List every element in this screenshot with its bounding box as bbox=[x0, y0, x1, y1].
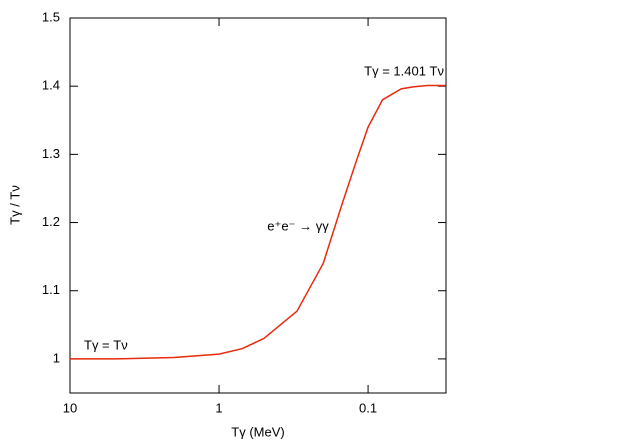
annotation: Tγ = Tν bbox=[84, 337, 128, 352]
y-tick-label: 1.1 bbox=[42, 282, 60, 297]
plot-frame bbox=[69, 17, 447, 394]
x-tick-label: 1 bbox=[215, 400, 222, 415]
y-tick-label: 1 bbox=[53, 350, 60, 365]
annotation: Tγ = 1.401 Tν bbox=[364, 63, 444, 78]
y-tick-label: 1.5 bbox=[42, 9, 60, 24]
y-tick-label: 1.3 bbox=[42, 146, 60, 161]
annotation: e⁺e⁻ → γγ bbox=[267, 218, 329, 233]
y-axis-label: Tγ / Tν bbox=[7, 185, 22, 225]
x-axis-label: Tγ (MeV) bbox=[231, 424, 284, 439]
y-tick-label: 1.4 bbox=[42, 78, 60, 93]
x-tick-label: 10 bbox=[63, 400, 77, 415]
line-series bbox=[70, 84, 446, 360]
x-tick-label: 0.1 bbox=[359, 400, 377, 415]
y-tick-label: 1.2 bbox=[42, 214, 60, 229]
